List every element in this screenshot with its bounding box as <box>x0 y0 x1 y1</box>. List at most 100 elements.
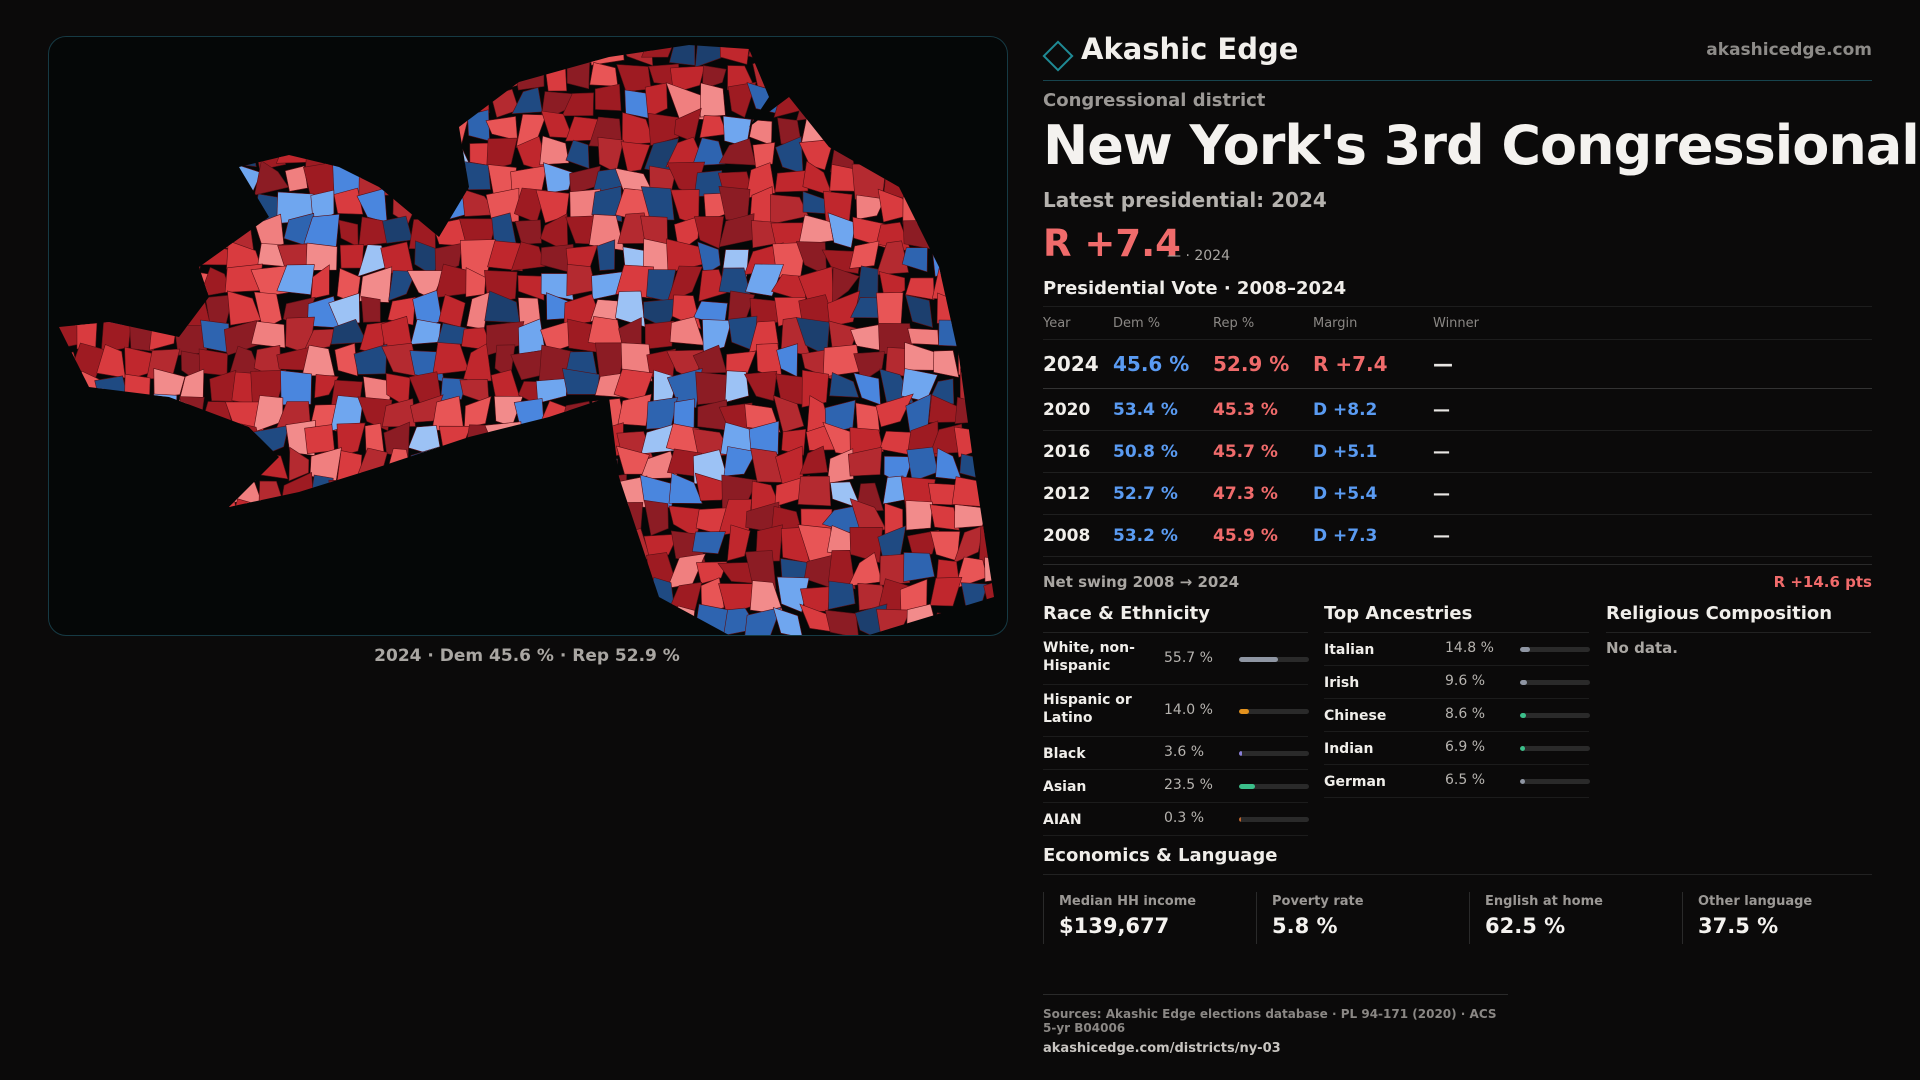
precinct-shape[interactable] <box>832 266 860 304</box>
precinct-shape[interactable] <box>438 502 468 532</box>
precinct-shape[interactable] <box>228 454 260 482</box>
precinct-shape[interactable] <box>697 241 721 276</box>
precinct-shape[interactable] <box>406 37 437 68</box>
precinct-shape[interactable] <box>561 92 594 117</box>
precinct-shape[interactable] <box>876 608 911 635</box>
precinct-shape[interactable] <box>983 243 1007 267</box>
precinct-shape[interactable] <box>228 114 260 146</box>
precinct-shape[interactable] <box>984 290 1007 321</box>
precinct-shape[interactable] <box>94 237 132 274</box>
precinct-shape[interactable] <box>123 134 160 172</box>
precinct-shape[interactable] <box>982 473 1007 503</box>
precinct-shape[interactable] <box>328 292 361 329</box>
precinct-shape[interactable] <box>99 214 133 250</box>
precinct-shape[interactable] <box>359 119 384 149</box>
precinct-shape[interactable] <box>875 136 912 173</box>
precinct-shape[interactable] <box>362 523 390 559</box>
precinct-shape[interactable] <box>460 497 497 539</box>
precinct-shape[interactable] <box>933 37 965 67</box>
precinct-shape[interactable] <box>723 446 757 477</box>
precinct-shape[interactable] <box>798 139 835 171</box>
precinct-shape[interactable] <box>124 37 160 69</box>
precinct-shape[interactable] <box>491 61 518 94</box>
precinct-shape[interactable] <box>485 531 522 563</box>
precinct-shape[interactable] <box>303 108 339 147</box>
precinct-shape[interactable] <box>49 528 74 563</box>
precinct-shape[interactable] <box>543 57 568 92</box>
precinct-shape[interactable] <box>978 525 1007 565</box>
precinct-shape[interactable] <box>359 266 393 303</box>
precinct-shape[interactable] <box>49 144 76 165</box>
precinct-shape[interactable] <box>51 171 81 199</box>
precinct-shape[interactable] <box>538 400 570 426</box>
precinct-shape[interactable] <box>181 427 210 452</box>
precinct-shape[interactable] <box>405 85 439 112</box>
precinct-shape[interactable] <box>564 579 601 605</box>
precinct-shape[interactable] <box>70 424 108 459</box>
precinct-shape[interactable] <box>283 527 316 563</box>
precinct-shape[interactable] <box>333 187 364 215</box>
precinct-shape[interactable] <box>149 423 181 461</box>
precinct-shape[interactable] <box>692 137 726 167</box>
precinct-shape[interactable] <box>49 238 82 271</box>
precinct-shape[interactable] <box>151 497 186 533</box>
precinct-shape[interactable] <box>621 502 644 532</box>
precinct-shape[interactable] <box>435 109 471 146</box>
precinct-shape[interactable] <box>824 609 859 635</box>
precinct-shape[interactable] <box>772 607 803 636</box>
precinct-shape[interactable] <box>962 82 983 118</box>
precinct-shape[interactable] <box>302 55 341 95</box>
precinct-shape[interactable] <box>356 59 393 94</box>
precinct-shape[interactable] <box>938 319 966 347</box>
precinct-shape[interactable] <box>147 450 187 478</box>
precinct-shape[interactable] <box>801 369 829 408</box>
precinct-shape[interactable] <box>233 84 264 122</box>
precinct-shape[interactable] <box>589 62 619 87</box>
precinct-shape[interactable] <box>775 58 806 89</box>
precinct-shape[interactable] <box>71 134 107 172</box>
precinct-shape[interactable] <box>328 498 366 531</box>
precinct-shape[interactable] <box>979 64 1007 85</box>
precinct-shape[interactable] <box>822 344 861 378</box>
precinct-shape[interactable] <box>979 316 1007 352</box>
precinct-shape[interactable] <box>485 115 518 141</box>
precinct-shape[interactable] <box>614 554 653 583</box>
precinct-shape[interactable] <box>774 169 809 193</box>
precinct-shape[interactable] <box>960 192 993 226</box>
precinct-shape[interactable] <box>119 94 157 118</box>
precinct-shape[interactable] <box>259 607 286 635</box>
precinct-shape[interactable] <box>958 602 993 635</box>
precinct-shape[interactable] <box>640 186 675 221</box>
precinct-shape[interactable] <box>355 144 391 171</box>
precinct-shape[interactable] <box>979 162 1005 194</box>
precinct-shape[interactable] <box>146 217 182 246</box>
precinct-shape[interactable] <box>54 605 83 635</box>
precinct-shape[interactable] <box>353 343 388 375</box>
precinct-shape[interactable] <box>409 136 441 172</box>
precinct-shape[interactable] <box>284 165 308 192</box>
precinct-shape[interactable] <box>73 524 102 561</box>
precinct-shape[interactable] <box>434 242 463 277</box>
precinct-shape[interactable] <box>198 501 239 528</box>
precinct-shape[interactable] <box>171 135 205 175</box>
precinct-shape[interactable] <box>256 506 286 530</box>
precinct-shape[interactable] <box>209 369 237 402</box>
precinct-shape[interactable] <box>989 146 1007 171</box>
precinct-shape[interactable] <box>199 603 233 635</box>
precinct-shape[interactable] <box>184 218 211 247</box>
precinct-shape[interactable] <box>276 264 315 296</box>
precinct-shape[interactable] <box>666 265 703 304</box>
precinct-shape[interactable] <box>932 221 954 251</box>
precinct-shape[interactable] <box>829 372 860 398</box>
precinct-shape[interactable] <box>180 84 209 118</box>
precinct-shape[interactable] <box>177 553 213 586</box>
precinct-shape[interactable] <box>931 240 966 277</box>
precinct-shape[interactable] <box>94 375 129 404</box>
precinct-shape[interactable] <box>254 37 287 62</box>
precinct-shape[interactable] <box>177 170 213 195</box>
precinct-shape[interactable] <box>702 319 732 354</box>
precinct-shape[interactable] <box>103 107 124 143</box>
precinct-shape[interactable] <box>853 351 885 383</box>
precinct-shape[interactable] <box>983 609 1007 629</box>
precinct-shape[interactable] <box>646 608 681 635</box>
